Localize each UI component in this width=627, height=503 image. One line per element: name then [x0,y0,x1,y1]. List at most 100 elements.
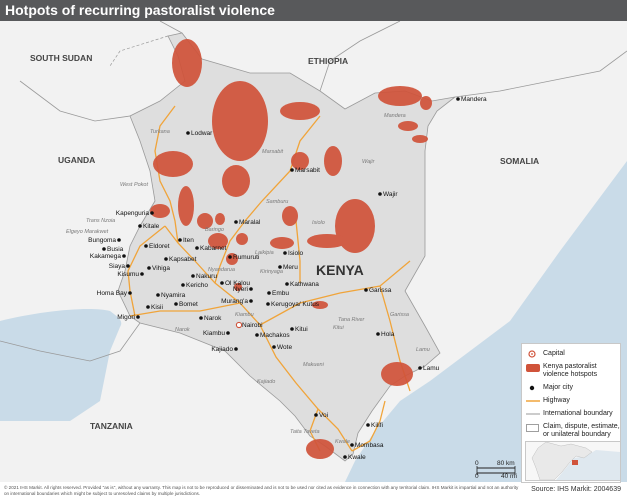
svg-text:Narok: Narok [175,327,190,333]
hotspot [420,96,432,110]
city-dot [147,266,151,270]
city-label: Kabarnet [200,245,227,252]
city-label: Kapsabet [169,256,197,263]
city-label: Maralal [239,219,261,226]
city-label: Nakuru [196,273,217,280]
city-dot [267,291,271,295]
svg-text:Tana River: Tana River [338,317,366,323]
capital-marker [235,321,243,329]
city-label: Meru [283,264,298,271]
city-dot [350,443,354,447]
city-dot [150,211,154,215]
city-dot [140,272,144,276]
city-dot [174,302,178,306]
scale-mi: 40 mi [501,473,517,480]
svg-text:Isiolo: Isiolo [312,220,325,226]
city-label: Kitui [295,326,308,333]
hotspot [197,213,213,229]
city-label: Migori [117,314,135,321]
city-dot [156,293,160,297]
label-uganda: UGANDA [58,155,95,165]
hotspot [282,206,298,226]
hotspot [280,102,320,120]
svg-text:Taita Taveta: Taita Taveta [290,429,320,435]
inset-kenya-marker [572,460,578,465]
svg-text:West Pokot: West Pokot [120,182,148,188]
city-dot [314,413,318,417]
city-dot [199,316,203,320]
hotspot [412,135,428,143]
city-label: Kajiado [211,346,233,353]
svg-text:Turkana: Turkana [150,129,170,135]
city-dot [138,224,142,228]
city-label: Lamu [423,365,440,372]
city-dot [117,238,121,242]
hotspot [150,204,170,218]
hotspot [172,39,202,87]
city-dot [122,254,126,258]
city-label: Kericho [186,282,208,289]
city-dot [249,299,253,303]
hotspot [312,301,328,309]
city-label: Iten [183,237,194,244]
svg-text:Mandera: Mandera [384,113,406,119]
svg-text:Marsabit: Marsabit [262,149,284,155]
intl-boundary-line [0,21,627,362]
lake-victoria [0,309,122,421]
hotspot [236,233,248,245]
city-dot [102,247,106,251]
city-label: Eldoret [149,243,170,250]
legend-capital: Capital [543,350,565,357]
legend-claim: Claim, dispute, estimate, or unilateral … [543,423,620,438]
legend-intl-boundary: International boundary [543,410,613,417]
svg-text:Kajiado: Kajiado [257,379,275,385]
map-canvas[interactable]: SOUTH SUDAN ETHIOPIA UGANDA SOMALIA TANZ… [0,21,627,482]
city-dot [191,274,195,278]
svg-text:Laikipia: Laikipia [255,250,274,256]
hotspot [378,86,422,106]
city-dot [278,265,282,269]
city-label: Nyeri [233,286,248,293]
city-label: Hola [381,331,395,338]
city-dot [290,327,294,331]
city-label: Siaya [109,263,126,270]
city-dot [144,244,148,248]
city-label: Mombasa [355,442,384,449]
hotspot [306,439,334,459]
city-label: Ol Kalou [225,280,250,287]
hotspot [153,151,193,177]
hotspot [291,152,309,170]
label-south-sudan: SOUTH SUDAN [30,53,92,63]
city-dot [378,192,382,196]
city-label: Voi [319,412,328,419]
hotspot [234,283,242,291]
city-label: Homa Bay [97,290,128,297]
city-label: Kiambu [203,330,225,337]
city-label: Marsabit [295,167,320,174]
city-label: Kitale [143,223,160,230]
city-dot [234,347,238,351]
city-dot [272,345,276,349]
city-dot [181,283,185,287]
svg-text:Nyandarua: Nyandarua [208,267,235,273]
city-dot [255,333,259,337]
scale-km: 80 km [497,460,515,467]
city-label: Wote [277,344,292,351]
city-dot [146,305,150,309]
city-dot [226,331,230,335]
city-dot [266,302,270,306]
city-dot [128,291,132,295]
svg-text:Elgeyo Marakwet: Elgeyo Marakwet [66,229,109,235]
claim-boundary [109,35,169,67]
city-label: Narok [204,315,222,322]
neighbor-labels: SOUTH SUDAN ETHIOPIA UGANDA SOMALIA TANZ… [30,53,539,431]
city-dot [456,97,460,101]
hotspot [222,165,250,197]
svg-text:Wajir: Wajir [362,159,376,165]
hotspot [212,81,268,161]
city-dot [178,238,182,242]
city-dot [343,455,347,459]
svg-text:Kitui: Kitui [333,325,344,331]
hotspot [398,121,418,131]
hotspot [270,237,294,249]
